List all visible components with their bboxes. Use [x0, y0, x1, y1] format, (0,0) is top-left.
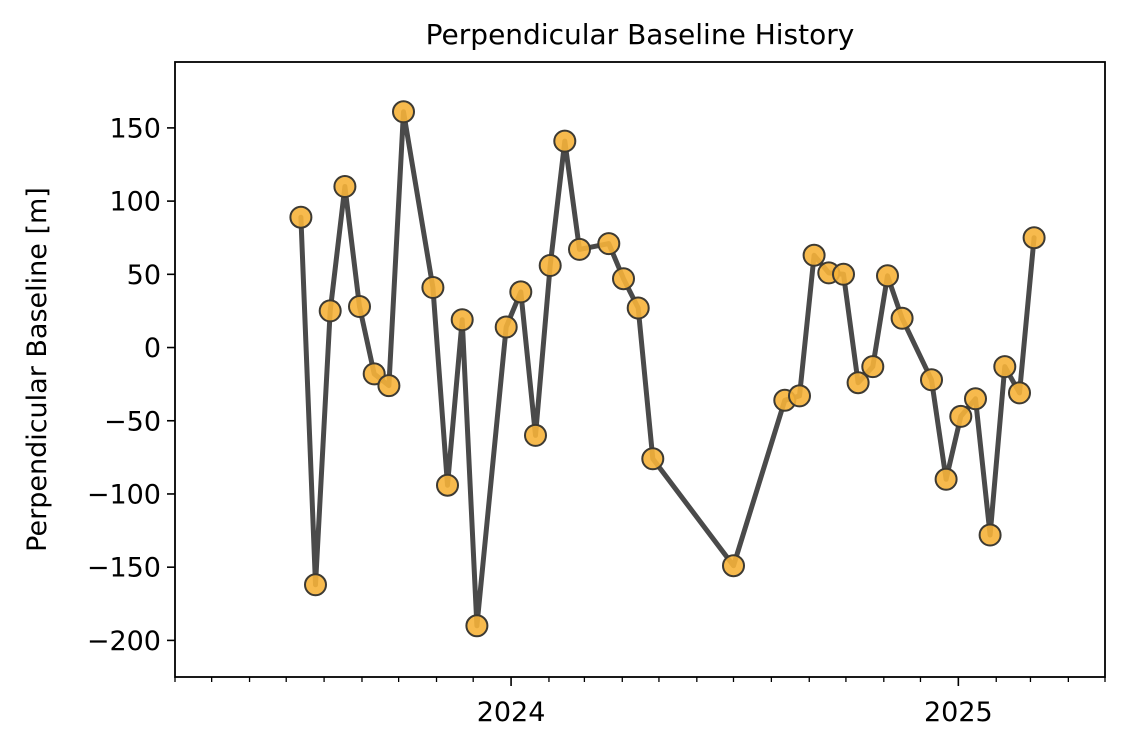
data-point [421, 276, 445, 299]
y-tick-label: −50 [104, 406, 161, 437]
data-point [509, 280, 533, 304]
data-point [348, 295, 371, 318]
data-point [934, 467, 958, 491]
data-point [538, 254, 562, 277]
data-point [1022, 226, 1046, 250]
data-point [920, 368, 943, 392]
data-point [612, 267, 635, 291]
data-point [861, 355, 885, 379]
y-tick-label: −100 [87, 479, 161, 510]
chart-title: Perpendicular Baseline History [426, 18, 855, 51]
data-point [722, 554, 745, 578]
data-point [568, 237, 591, 261]
series-line [298, 109, 1037, 629]
data-point [494, 315, 518, 339]
x-tick-label: 2024 [477, 697, 546, 728]
data-point [802, 243, 826, 267]
data-point [949, 404, 973, 428]
data-point [318, 299, 342, 323]
data-point [846, 371, 870, 395]
y-tick-label: 0 [144, 333, 161, 364]
data-point [978, 523, 1002, 547]
y-tick-label: 100 [109, 187, 161, 218]
data-point [392, 100, 415, 124]
data-point [333, 175, 357, 198]
data-point [304, 573, 327, 597]
data-point [436, 473, 459, 497]
data-point [788, 384, 811, 408]
y-tick-label: 150 [109, 113, 161, 144]
data-point [626, 296, 650, 320]
data-point [465, 614, 489, 638]
data-point [832, 262, 855, 286]
y-tick-label: 50 [127, 260, 161, 291]
data-point [1008, 381, 1031, 405]
data-point [289, 205, 313, 229]
data-point [641, 447, 665, 471]
data-point [890, 306, 914, 330]
x-tick-label: 2025 [924, 697, 993, 728]
data-point [553, 129, 577, 153]
data-point [377, 374, 401, 398]
data-point [597, 232, 621, 256]
data-point [524, 423, 547, 447]
data-point [993, 355, 1017, 379]
data-point [964, 387, 987, 411]
data-point [450, 308, 474, 332]
data-point [876, 264, 899, 288]
y-tick-label: −200 [87, 626, 161, 657]
y-tick-label: −150 [87, 553, 161, 584]
plot-frame [174, 61, 1106, 678]
y-axis-label: Perpendicular Baseline [m] [22, 187, 53, 552]
